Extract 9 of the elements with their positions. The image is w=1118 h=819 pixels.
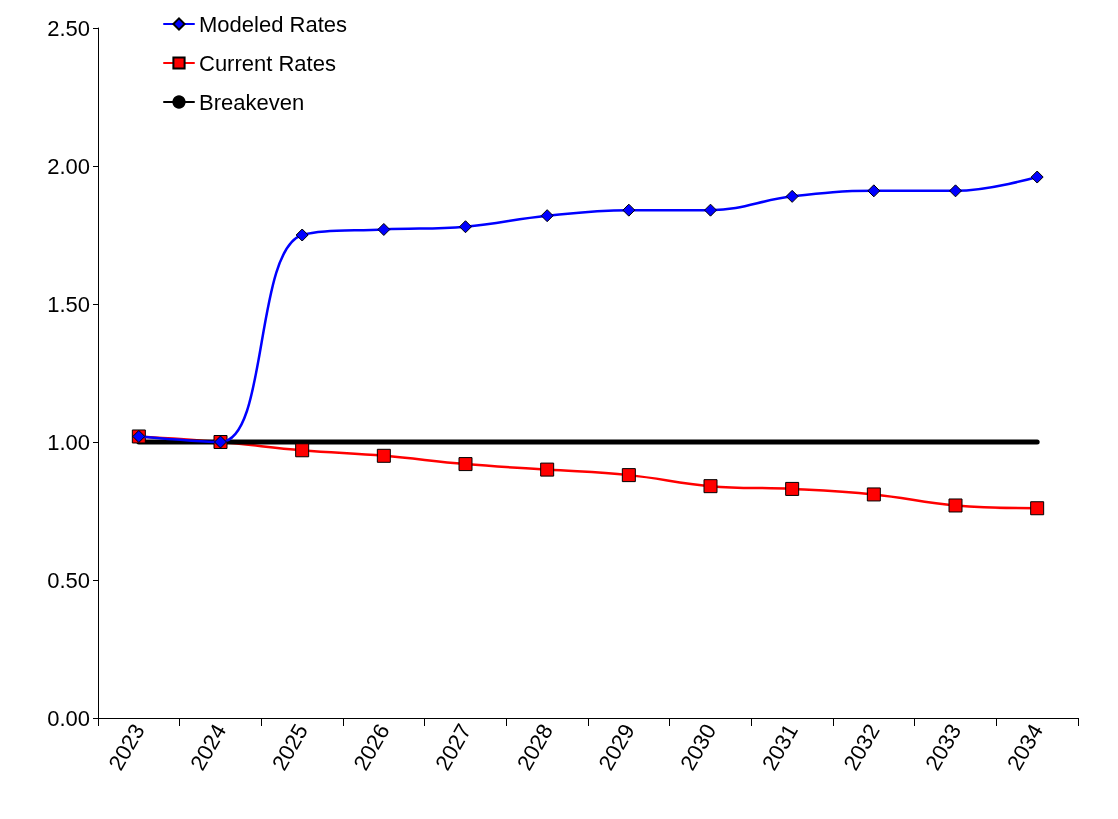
legend-label: Current Rates <box>199 50 336 76</box>
y-tick-label: 1.50 <box>47 291 90 317</box>
legend-label: Breakeven <box>199 89 305 115</box>
y-tick-label: 2.50 <box>47 15 90 41</box>
y-tick-label: 1.00 <box>47 429 90 455</box>
y-tick-label: 2.00 <box>47 153 90 179</box>
y-tick-label: 0.50 <box>47 567 90 593</box>
y-tick-label: 0.00 <box>47 705 90 731</box>
legend-label: Modeled Rates <box>199 11 347 37</box>
